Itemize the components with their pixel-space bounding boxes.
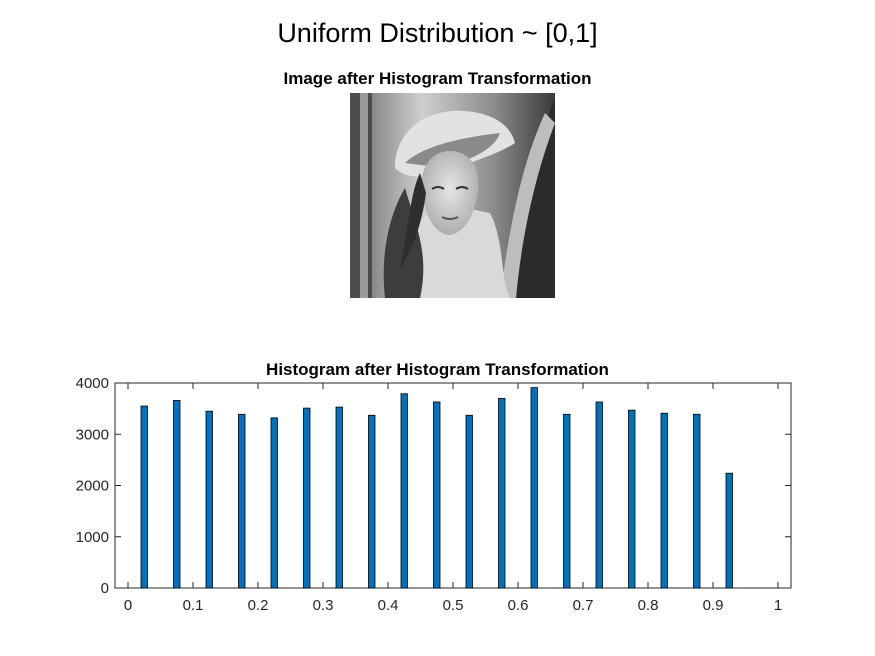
- histogram-bar: [628, 409, 636, 589]
- histogram-bar: [465, 414, 473, 589]
- x-tick-label: 0.4: [378, 597, 399, 614]
- y-tick-label: 3000: [76, 426, 109, 443]
- histogram-bar: [693, 413, 701, 589]
- x-tick-label: 0: [124, 597, 132, 614]
- x-tick-label: 0.5: [443, 597, 464, 614]
- x-tick-label: 0.7: [573, 597, 594, 614]
- histogram-bar: [335, 406, 343, 589]
- histogram-bar: [725, 472, 733, 589]
- plot-area: [114, 382, 792, 589]
- image-panel-title: Image after Histogram Transformation: [283, 69, 592, 88]
- figure-suptitle: Uniform Distribution ~ [0,1]: [277, 18, 598, 48]
- x-tick-label: 0.8: [638, 597, 659, 614]
- histogram-bar: [238, 413, 246, 589]
- x-tick-label: 0.2: [248, 597, 269, 614]
- histogram-bar: [595, 401, 603, 589]
- histogram-bar: [563, 413, 571, 589]
- grayscale-portrait-photo: [350, 93, 555, 298]
- histogram-bar: [498, 397, 506, 589]
- histogram-bar: [400, 393, 408, 589]
- x-tick-label: 0.3: [313, 597, 334, 614]
- histogram-bar: [303, 407, 311, 589]
- y-tick-label: 4000: [76, 375, 109, 392]
- histogram-bar: [433, 401, 441, 589]
- histogram-bar: [140, 405, 148, 589]
- portrait-image-icon: [350, 93, 555, 298]
- histogram-bar: [530, 387, 538, 589]
- y-tick-label: 1000: [76, 529, 109, 546]
- x-tick-label: 0.1: [183, 597, 204, 614]
- y-tick-label: 0: [101, 580, 109, 597]
- histogram-bar: [368, 414, 376, 589]
- histogram-bar: [173, 400, 181, 589]
- histogram-bar: [270, 417, 278, 589]
- x-tick-label: 0.6: [508, 597, 529, 614]
- histogram-title: Histogram after Histogram Transformation: [266, 360, 609, 379]
- x-tick-label: 0.9: [703, 597, 724, 614]
- y-tick-label: 2000: [76, 478, 109, 495]
- histogram-bar: [205, 410, 213, 589]
- histogram-bar: [660, 412, 668, 589]
- x-tick-label: 1: [774, 597, 782, 614]
